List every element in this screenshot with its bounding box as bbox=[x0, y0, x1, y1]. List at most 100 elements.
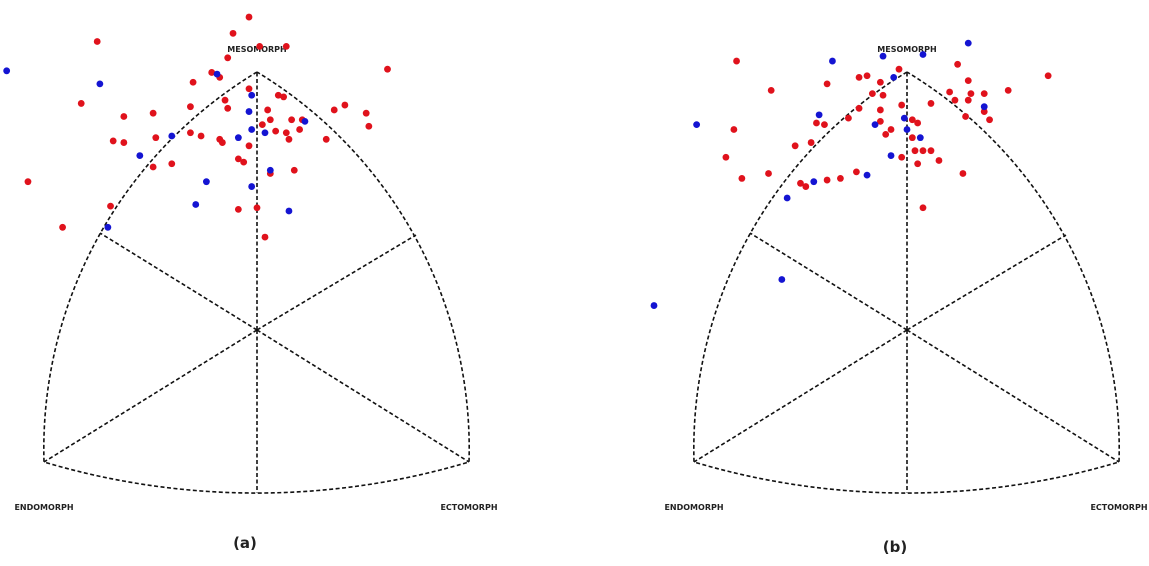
data-point bbox=[240, 158, 248, 166]
data-point bbox=[109, 137, 117, 145]
data-point bbox=[813, 119, 820, 127]
data-point bbox=[187, 129, 194, 137]
vertex-label: ENDOMORPH bbox=[14, 503, 73, 512]
data-point bbox=[203, 178, 210, 186]
data-point bbox=[797, 179, 804, 187]
data-point bbox=[887, 152, 895, 159]
data-point bbox=[882, 131, 890, 138]
data-point bbox=[197, 132, 205, 140]
data-point bbox=[234, 155, 242, 163]
data-point bbox=[738, 175, 746, 182]
somatochart-outline bbox=[43, 71, 470, 494]
data-point bbox=[234, 134, 242, 142]
data-point bbox=[890, 73, 898, 81]
data-point bbox=[919, 147, 927, 155]
data-point bbox=[77, 100, 85, 107]
data-point bbox=[256, 42, 264, 50]
data-point bbox=[120, 113, 128, 120]
data-point bbox=[288, 116, 296, 124]
data-point bbox=[765, 170, 772, 177]
data-point bbox=[168, 160, 176, 168]
data-point bbox=[868, 90, 876, 98]
data-point bbox=[245, 85, 253, 93]
data-point bbox=[946, 88, 954, 96]
data-point bbox=[693, 121, 701, 129]
data-point bbox=[274, 91, 282, 99]
data-point bbox=[964, 39, 972, 47]
data-point bbox=[285, 207, 293, 215]
data-point bbox=[384, 65, 391, 73]
data-point bbox=[935, 157, 943, 164]
data-point bbox=[829, 57, 836, 65]
data-point bbox=[1004, 86, 1012, 94]
data-point bbox=[362, 109, 370, 117]
data-point bbox=[911, 147, 919, 155]
data-point bbox=[96, 80, 104, 88]
data-point bbox=[853, 168, 860, 176]
data-point bbox=[919, 204, 927, 212]
data-point bbox=[248, 183, 256, 190]
data-point bbox=[927, 147, 935, 155]
data-point bbox=[245, 142, 253, 150]
divider-line bbox=[749, 232, 908, 331]
data-point bbox=[916, 134, 924, 142]
data-point bbox=[863, 171, 871, 179]
divider-line bbox=[906, 234, 1067, 331]
somatochart-outline bbox=[693, 71, 1120, 494]
data-point bbox=[285, 135, 293, 143]
data-point bbox=[149, 109, 157, 117]
data-point bbox=[189, 78, 197, 86]
data-point bbox=[248, 91, 256, 99]
data-point bbox=[898, 153, 906, 161]
data-point bbox=[168, 132, 176, 140]
data-point bbox=[650, 302, 658, 309]
data-point bbox=[879, 91, 887, 99]
data-point bbox=[778, 276, 786, 283]
data-point bbox=[282, 129, 290, 137]
data-point bbox=[104, 223, 112, 231]
data-point bbox=[730, 126, 738, 133]
data-point bbox=[927, 100, 935, 107]
data-point bbox=[986, 116, 993, 124]
data-point bbox=[245, 108, 253, 115]
data-point bbox=[980, 90, 988, 98]
data-point bbox=[120, 139, 128, 146]
data-point bbox=[245, 13, 253, 21]
data-point bbox=[330, 106, 338, 114]
data-point bbox=[855, 104, 863, 112]
data-point bbox=[802, 183, 810, 190]
data-point bbox=[821, 121, 828, 129]
vertex-label: ECTOMORPH bbox=[1090, 503, 1147, 512]
data-point bbox=[903, 126, 911, 133]
panel: MESOMORPH ENDOMORPH ECTOMORPH (a) bbox=[3, 13, 498, 552]
data-point bbox=[967, 90, 975, 98]
data-point bbox=[24, 178, 32, 186]
data-point bbox=[964, 77, 972, 85]
data-point bbox=[783, 194, 791, 202]
data-point bbox=[954, 60, 961, 68]
vertex-label: MESOMORPH bbox=[877, 45, 936, 54]
vertex-label: MESOMORPH bbox=[227, 45, 286, 54]
data-point bbox=[136, 152, 144, 159]
data-point bbox=[908, 116, 916, 124]
data-point bbox=[229, 29, 237, 37]
data-point bbox=[224, 104, 232, 112]
divider-line bbox=[906, 329, 1120, 463]
divider-line bbox=[693, 329, 908, 463]
data-point bbox=[258, 121, 266, 129]
data-point bbox=[908, 134, 916, 142]
data-point bbox=[264, 106, 272, 114]
data-point bbox=[898, 101, 906, 109]
data-point bbox=[187, 103, 194, 111]
data-point bbox=[218, 139, 226, 146]
data-point bbox=[261, 233, 269, 241]
data-point bbox=[810, 178, 818, 186]
data-point bbox=[900, 114, 908, 122]
data-point bbox=[895, 65, 903, 73]
data-point bbox=[149, 163, 157, 171]
vertex-label: ENDOMORPH bbox=[664, 503, 723, 512]
data-point bbox=[733, 57, 740, 65]
caption: (b) bbox=[883, 538, 907, 556]
data-point bbox=[962, 113, 969, 120]
data-point bbox=[914, 119, 922, 127]
